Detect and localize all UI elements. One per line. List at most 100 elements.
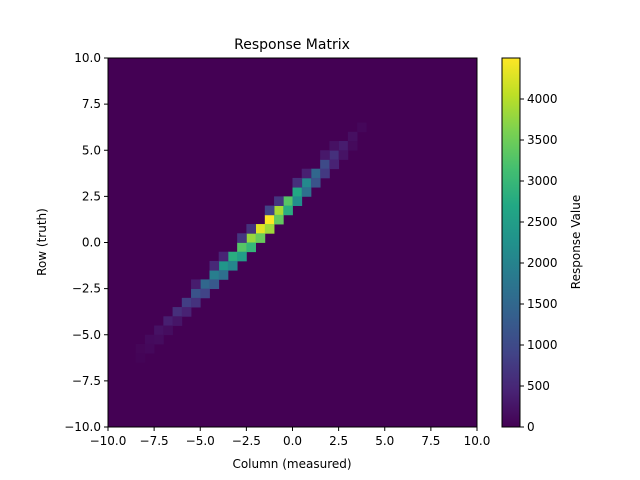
x-tick-label: −7.5 bbox=[140, 434, 169, 448]
heatmap-cell bbox=[274, 205, 284, 216]
plot-area bbox=[107, 57, 478, 428]
x-tick-label: 2.5 bbox=[329, 434, 348, 448]
y-tick-label: −7.5 bbox=[72, 374, 101, 388]
heatmap-cell bbox=[329, 159, 340, 170]
heatmap-cell bbox=[218, 260, 229, 271]
y-tick-label: −2.5 bbox=[72, 282, 101, 296]
colorbar-tick-label: 1500 bbox=[527, 297, 558, 311]
heatmap-cell bbox=[338, 141, 349, 151]
y-axis-label: Row (truth) bbox=[35, 208, 49, 276]
heatmap-cell bbox=[191, 297, 201, 308]
heatmap-cell bbox=[181, 297, 192, 308]
heatmap-cell bbox=[227, 260, 238, 271]
heatmap-cell bbox=[264, 224, 275, 234]
chart-title: Response Matrix bbox=[234, 37, 350, 53]
heatmap-cell bbox=[292, 187, 303, 197]
heatmap-cell bbox=[292, 177, 303, 188]
heatmap-cell bbox=[144, 343, 155, 354]
heatmap-cell bbox=[200, 288, 210, 299]
heatmap-cell bbox=[255, 224, 266, 234]
heatmap-cell bbox=[320, 159, 330, 170]
colorbar-tick-label: 2500 bbox=[527, 215, 558, 229]
heatmap-cell bbox=[237, 233, 247, 243]
heatmap-cell bbox=[320, 168, 330, 179]
colorbar-gradient bbox=[501, 57, 521, 428]
heatmap-cell bbox=[329, 150, 340, 160]
heatmap-cell bbox=[154, 334, 164, 345]
y-tick-label: −10.0 bbox=[64, 420, 101, 434]
colorbar-tick-label: 0 bbox=[527, 420, 535, 434]
plot-background bbox=[108, 58, 477, 427]
x-axis-ticks: −10.0 −7.5 −5.0 −2.5 0.0 2.5 5.0 7.5 10.0 bbox=[90, 427, 491, 448]
y-tick-label: 10.0 bbox=[74, 51, 101, 65]
colorbar-tick-label: 1000 bbox=[527, 338, 558, 352]
heatmap-cell bbox=[320, 150, 330, 160]
heatmap-cell bbox=[237, 251, 247, 262]
heatmap-cell bbox=[237, 242, 247, 253]
heatmap-cell bbox=[144, 334, 155, 345]
x-tick-label: −2.5 bbox=[232, 434, 261, 448]
heatmap-cell bbox=[191, 279, 201, 290]
x-tick-label: 10.0 bbox=[464, 434, 491, 448]
heatmap-cell bbox=[218, 270, 229, 280]
heatmap-cells bbox=[135, 122, 367, 363]
y-tick-label: −5.0 bbox=[72, 328, 101, 342]
y-axis: −10.0 −7.5 −5.0 −2.5 0.0 2.5 5.0 7.5 10.0 Row (t… bbox=[35, 51, 108, 434]
heatmap-cell bbox=[283, 196, 293, 206]
heatmap-cell bbox=[301, 187, 312, 197]
heatmap-cell bbox=[310, 177, 321, 188]
heatmap-cell bbox=[274, 214, 284, 225]
colorbar-tick-label: 500 bbox=[527, 379, 550, 393]
x-tick-label: 7.5 bbox=[421, 434, 440, 448]
heatmap-cell bbox=[283, 205, 293, 216]
heatmap-cell bbox=[135, 343, 146, 354]
heatmap-cell bbox=[347, 141, 358, 151]
colorbar-label: Response Value bbox=[569, 195, 583, 289]
heatmap-cell bbox=[310, 168, 321, 179]
x-tick-label: 5.0 bbox=[375, 434, 394, 448]
heatmap-cell bbox=[209, 279, 220, 290]
heatmap-cell bbox=[246, 242, 256, 253]
colorbar-tick-label: 3000 bbox=[527, 174, 558, 188]
heatmap-cell bbox=[218, 251, 229, 262]
heatmap-cell bbox=[209, 270, 220, 280]
x-tick-label: −5.0 bbox=[186, 434, 215, 448]
x-axis-label: Column (measured) bbox=[232, 457, 351, 471]
y-tick-label: 2.5 bbox=[82, 189, 101, 203]
heatmap-cell bbox=[227, 251, 238, 262]
heatmap-cell bbox=[172, 316, 183, 326]
heatmap-cell bbox=[163, 316, 173, 326]
y-tick-label: 5.0 bbox=[82, 143, 101, 157]
heatmap-cell bbox=[163, 325, 173, 336]
x-tick-label: −10.0 bbox=[90, 434, 127, 448]
heatmap-cell bbox=[246, 233, 256, 243]
heatmap-cell bbox=[301, 177, 312, 188]
heatmap-cell bbox=[246, 224, 256, 234]
heatmap-cell bbox=[200, 279, 210, 290]
heatmap-cell bbox=[135, 353, 146, 363]
x-tick-label: 0.0 bbox=[283, 434, 302, 448]
y-axis-ticks: −10.0 −7.5 −5.0 −2.5 0.0 2.5 5.0 7.5 10.0 bbox=[64, 51, 108, 434]
heatmap-cell bbox=[338, 150, 349, 160]
y-tick-label: 0.0 bbox=[82, 236, 101, 250]
heatmap-cell bbox=[181, 307, 192, 317]
heatmap-cell bbox=[172, 307, 183, 317]
heatmap-cell bbox=[255, 233, 266, 243]
colorbar-ticks: 0 500 1000 1500 2000 2500 3000 3500 4000 bbox=[520, 92, 558, 434]
heatmap-cell bbox=[264, 205, 275, 216]
y-tick-label: 7.5 bbox=[82, 97, 101, 111]
heatmap-cell bbox=[154, 325, 164, 336]
x-axis: −10.0 −7.5 −5.0 −2.5 0.0 2.5 5.0 7.5 10.0 Column… bbox=[90, 427, 491, 471]
heatmap-cell bbox=[264, 214, 275, 225]
heatmap-cell bbox=[329, 141, 340, 151]
heatmap-cell bbox=[292, 196, 303, 206]
heatmap-cell bbox=[301, 168, 312, 179]
colorbar-tick-label: 2000 bbox=[527, 256, 558, 270]
heatmap-cell bbox=[347, 131, 358, 142]
heatmap-cell bbox=[191, 288, 201, 299]
colorbar: 0 500 1000 1500 2000 2500 3000 3500 4000 Respons… bbox=[501, 57, 583, 434]
colorbar-tick-label: 4000 bbox=[527, 92, 558, 106]
heatmap-cell bbox=[357, 122, 367, 133]
heatmap-cell bbox=[209, 260, 220, 271]
